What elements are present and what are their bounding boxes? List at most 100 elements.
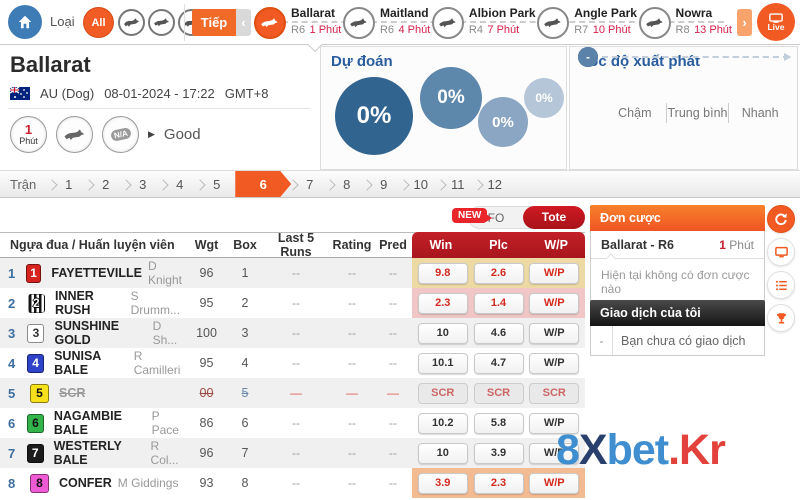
- runner-name[interactable]: CONFER: [59, 476, 112, 490]
- venue-race-number: R6: [291, 24, 306, 36]
- race-tab[interactable]: 4: [161, 171, 198, 197]
- box-number-icon: 5: [30, 383, 49, 403]
- venue-item[interactable]: Angle Park R7 10 Phút: [537, 6, 637, 39]
- race-tab[interactable]: 6: [235, 171, 291, 197]
- list-icon: [775, 280, 787, 290]
- win-odds-button[interactable]: 10.2: [417, 412, 468, 434]
- runner-name[interactable]: SUNSHINE GOLD: [54, 319, 120, 347]
- odds-cell: SCR SCR SCR: [412, 378, 585, 408]
- next-races-button[interactable]: Tiếp: [192, 9, 236, 36]
- horse-icon: [123, 18, 139, 27]
- plc-odds-button[interactable]: 4.7: [473, 352, 524, 374]
- greyhound-icon: [431, 6, 464, 39]
- greyhound-racing-button[interactable]: [148, 9, 175, 36]
- col-rating: Rating: [332, 238, 372, 252]
- col-wp: W/P: [544, 238, 568, 252]
- race-tab[interactable]: 5: [198, 171, 235, 197]
- race-tab[interactable]: 10: [402, 171, 439, 197]
- wp-odds-button[interactable]: W/P: [529, 412, 580, 434]
- runner-name[interactable]: SUNISA BALE: [54, 349, 101, 377]
- col-pred: Pred: [379, 238, 407, 252]
- leaderboard-button[interactable]: [767, 304, 795, 332]
- runner-name[interactable]: INNER RUSH: [54, 289, 94, 317]
- track-condition: Good: [163, 126, 201, 143]
- runner-number: 3: [8, 325, 16, 341]
- plc-odds-button[interactable]: 3.9: [473, 442, 524, 464]
- trainer-name: R Camilleri: [133, 349, 181, 377]
- race-tab[interactable]: 11: [439, 171, 476, 197]
- venue-item[interactable]: Maitland R6 4 Phút: [342, 6, 430, 39]
- wp-odds-button[interactable]: SCR: [529, 382, 580, 404]
- odds-cell: 10.2 5.8 W/P: [412, 408, 585, 438]
- win-odds-button[interactable]: 10.1: [417, 352, 468, 374]
- trainer-name: R Col...: [150, 439, 179, 467]
- venue-item[interactable]: Ballarat R6 1 Phút: [254, 6, 342, 39]
- plc-odds-button[interactable]: 2.3: [473, 472, 524, 494]
- runner-number: 1: [8, 265, 16, 281]
- race-tab[interactable]: 1: [50, 171, 87, 197]
- greyhound-icon: [537, 6, 570, 39]
- timezone-label: GMT+8: [224, 86, 269, 101]
- wp-odds-button[interactable]: W/P: [529, 322, 580, 344]
- runner-number: 6: [8, 415, 16, 431]
- col-runner: Ngựa đua / Huấn luyện viên: [10, 238, 175, 252]
- win-odds-button[interactable]: 3.9: [417, 472, 468, 494]
- trainer-name: S Drumm...: [130, 289, 180, 317]
- venue-name: Maitland: [379, 6, 429, 20]
- win-odds-button[interactable]: 9.8: [417, 262, 468, 284]
- speed-scale-label: Trung bình: [665, 103, 729, 123]
- trainer-name: D Sh...: [152, 319, 178, 347]
- wp-odds-button[interactable]: W/P: [529, 292, 580, 314]
- venue-item[interactable]: Nowra R8 13 Phút: [638, 6, 732, 39]
- last5-value: --: [292, 476, 300, 490]
- trophy-icon: [776, 312, 786, 324]
- plc-odds-button[interactable]: 5.8: [473, 412, 524, 434]
- win-odds-button[interactable]: 10: [417, 442, 468, 464]
- wp-odds-button[interactable]: W/P: [529, 442, 580, 464]
- chevron-left-icon[interactable]: ‹: [236, 9, 251, 36]
- race-tab[interactable]: 8: [328, 171, 365, 197]
- wp-odds-button[interactable]: W/P: [529, 352, 580, 374]
- horse-racing-button[interactable]: [118, 9, 145, 36]
- wp-odds-button[interactable]: W/P: [529, 262, 580, 284]
- plc-odds-button[interactable]: SCR: [473, 382, 524, 404]
- countdown-badge: 1 Phút: [10, 116, 47, 153]
- venue-countdown: 1 Phút: [309, 24, 342, 36]
- tote-option[interactable]: Tote: [523, 206, 585, 229]
- win-odds-button[interactable]: 10: [417, 322, 468, 344]
- chevron-right-icon[interactable]: ›: [737, 9, 752, 36]
- live-button[interactable]: Live: [757, 3, 795, 41]
- race-tab[interactable]: 12: [476, 171, 513, 197]
- box-value: 5: [241, 386, 249, 400]
- plc-odds-button[interactable]: 1.4: [473, 292, 524, 314]
- plc-odds-button[interactable]: 4.6: [473, 322, 524, 344]
- greyhound-icon: [56, 116, 93, 153]
- weight-value: 96: [199, 266, 214, 280]
- runner-name[interactable]: SCR: [59, 386, 86, 400]
- runner-name[interactable]: WESTERLY BALE: [53, 439, 122, 467]
- box-value: 7: [241, 446, 249, 460]
- race-tab[interactable]: 2: [87, 171, 124, 197]
- wp-odds-button[interactable]: W/P: [529, 472, 580, 494]
- start-speed-panel: Tốc độ xuất phát - - - -: [569, 46, 798, 170]
- all-types-button[interactable]: All: [84, 8, 113, 37]
- box-number-icon: 8: [30, 473, 49, 493]
- refresh-button[interactable]: [767, 205, 795, 233]
- runner-number: 4: [8, 355, 16, 371]
- race-tab[interactable]: 9: [365, 171, 402, 197]
- win-odds-button[interactable]: 2.3: [417, 292, 468, 314]
- results-button[interactable]: [767, 271, 795, 299]
- venue-item[interactable]: Albion Park R4 7 Phút: [431, 6, 536, 39]
- runner-name[interactable]: NAGAMBIE BALE: [53, 409, 122, 437]
- last5-value: --: [292, 356, 300, 370]
- video-button[interactable]: [767, 238, 795, 266]
- runner-name[interactable]: FAYETTEVILLE: [51, 266, 142, 280]
- rating-value: --: [348, 296, 356, 310]
- home-button[interactable]: [8, 5, 42, 39]
- type-label: Loại: [50, 14, 75, 29]
- venue-countdown: 13 Phút: [694, 24, 732, 36]
- race-tab[interactable]: 3: [124, 171, 161, 197]
- win-odds-button[interactable]: SCR: [417, 382, 468, 404]
- race-tab[interactable]: 7: [291, 171, 328, 197]
- plc-odds-button[interactable]: 2.6: [473, 262, 524, 284]
